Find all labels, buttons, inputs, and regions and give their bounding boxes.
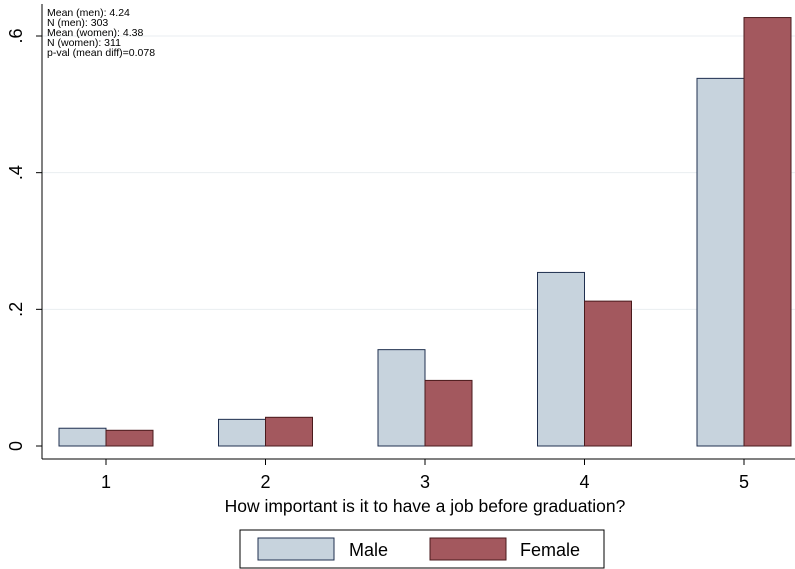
y-tick-label: .2 xyxy=(6,302,26,317)
x-tick-label: 1 xyxy=(101,472,111,492)
legend-swatch-male xyxy=(257,537,335,561)
annotation-line: Mean (women): 4.38 xyxy=(47,27,143,39)
x-tick-label: 5 xyxy=(739,472,749,492)
legend-swatch-female xyxy=(429,537,507,561)
bar-female-1 xyxy=(105,429,154,447)
y-tick-label: .6 xyxy=(6,28,26,43)
annotation-line: p-val (mean diff)=0.078 xyxy=(47,47,155,59)
bar-male-2 xyxy=(218,418,266,447)
bar-male-5 xyxy=(696,77,745,447)
bar-male-4 xyxy=(537,271,585,447)
legend-label-male: Male xyxy=(349,540,388,560)
x-tick-label: 2 xyxy=(260,472,270,492)
legend-label-female: Female xyxy=(520,540,580,560)
annotation-line: Mean (men): 4.24 xyxy=(47,7,130,19)
bar-female-4 xyxy=(584,300,632,447)
bar-female-5 xyxy=(743,17,792,447)
bar-male-3 xyxy=(377,349,426,447)
annotation-line: N (men): 303 xyxy=(47,17,108,29)
x-tick-label: 3 xyxy=(420,472,430,492)
x-axis-title: How important is it to have a job before… xyxy=(225,496,626,516)
gridlines xyxy=(42,35,795,310)
bar-female-3 xyxy=(424,379,473,447)
y-tick-label: .4 xyxy=(6,165,26,180)
annotation-line: N (women): 311 xyxy=(47,37,121,49)
bar-female-2 xyxy=(265,416,313,447)
x-axis-ticks: 1 2 3 4 5 xyxy=(101,459,749,492)
y-tick-label: 0 xyxy=(6,441,26,451)
legend: Male Female xyxy=(239,529,605,569)
y-axis-ticks: 0 .2 .4 .6 xyxy=(6,28,42,451)
x-tick-label: 4 xyxy=(579,472,589,492)
bars xyxy=(58,17,792,447)
bar-male-1 xyxy=(58,427,107,447)
